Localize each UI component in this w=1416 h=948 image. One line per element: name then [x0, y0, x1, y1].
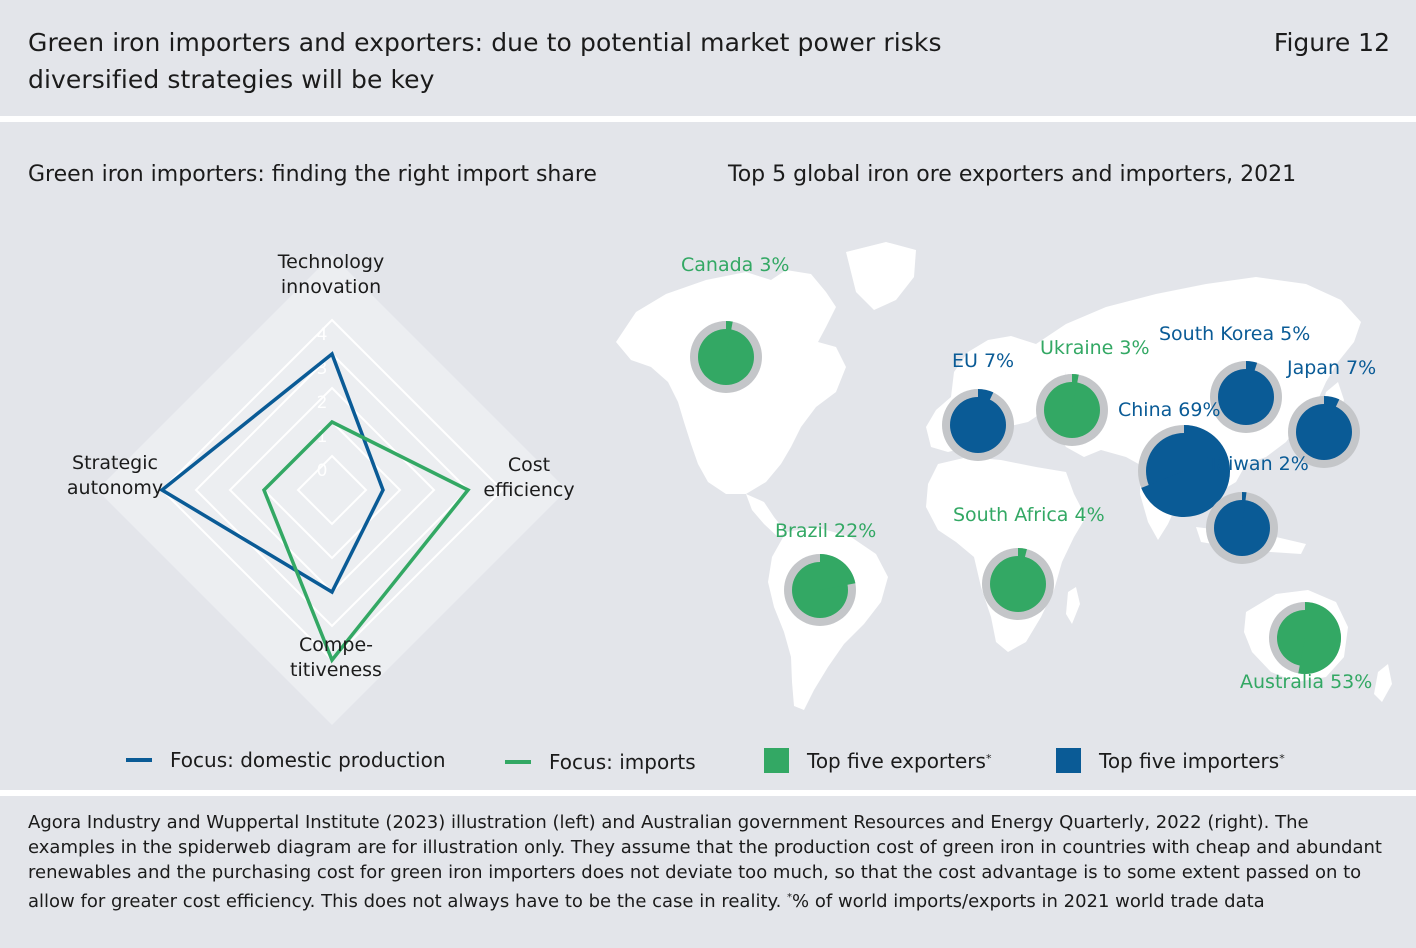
legend-exporters-label: Top five exporters — [807, 748, 986, 773]
legend-importers-label: Top five importers — [1099, 748, 1280, 773]
label-australia: Australia 53% — [1240, 671, 1373, 693]
legend-importers-asterisk: * — [1279, 752, 1285, 765]
chart-area: Green iron importers: finding the right … — [0, 122, 1416, 790]
donut-ukraine — [1036, 374, 1108, 446]
series-domestic-production — [158, 351, 385, 595]
legend-imports: Focus: imports — [505, 750, 696, 774]
legend-imports-label: Focus: imports — [549, 750, 696, 774]
axis-label-cost-efficiency: Cost efficiency — [483, 454, 575, 501]
header-band: Green iron importers and exporters: due … — [0, 0, 1416, 116]
label-ukraine: Ukraine 3% — [1040, 337, 1150, 359]
figure-number: Figure 12 — [1273, 28, 1390, 57]
legend-exporters: Top five exporters * — [764, 748, 991, 773]
axis-label-strategic-autonomy: Strategic autonomy — [66, 452, 164, 499]
donut-eu — [942, 389, 1014, 461]
axis-label-competitiveness: Compe- titiveness — [290, 634, 382, 681]
footer-band: Agora Industry and Wuppertal Institute (… — [0, 796, 1416, 948]
donut-share-ukraine — [1072, 374, 1079, 410]
donut-share-australia — [1298, 602, 1341, 674]
label-eu: EU 7% — [952, 350, 1015, 372]
legend-exporters-swatch — [764, 748, 789, 773]
legend-importers-swatch — [1056, 748, 1081, 773]
radar-tick-label: 3 — [317, 359, 328, 379]
legend-imports-swatch — [505, 760, 531, 764]
world-map — [616, 242, 1392, 710]
label-taiwan: Taiwan 2% — [1208, 453, 1309, 475]
greenland-shape — [846, 242, 916, 310]
donut-share-south-africa — [1018, 548, 1027, 584]
donut-brazil — [784, 554, 856, 626]
legend-domestic-label: Focus: domestic production — [170, 748, 446, 772]
donut-japan — [1288, 396, 1360, 468]
legend-exporters-asterisk: * — [985, 752, 992, 765]
donut-share-china — [1141, 425, 1230, 517]
series-imports — [261, 419, 471, 664]
radar-grid-ring — [296, 454, 368, 526]
map-title: Top 5 global iron ore exporters and impo… — [728, 162, 1297, 187]
source-note: Agora Industry and Wuppertal Institute (… — [28, 812, 1382, 912]
label-south-korea: South Korea 5% — [1159, 323, 1311, 345]
donut-australia — [1269, 602, 1341, 674]
radar-tick-label: 4 — [317, 325, 328, 345]
donut-taiwan — [1206, 492, 1278, 564]
new-zealand-shape — [1374, 664, 1392, 702]
label-canada: Canada 3% — [681, 254, 790, 276]
donut-share-canada — [726, 321, 733, 357]
radar-grid-ring — [194, 352, 470, 628]
radar-tick-label: 0 — [317, 461, 328, 481]
donut-share-eu — [978, 389, 994, 425]
radar-background — [97, 255, 567, 725]
figure-title: Green iron importers and exporters: due … — [28, 28, 942, 94]
donut-canada — [690, 321, 762, 393]
radar-chart: 0 1 2 3 4 — [97, 255, 567, 725]
central-america-shape — [746, 494, 786, 537]
madagascar-shape — [1066, 587, 1080, 624]
donut-share-taiwan — [1242, 492, 1247, 528]
label-china: China 69% — [1118, 399, 1221, 421]
legend-domestic: Focus: domestic production — [126, 748, 446, 772]
legend-domestic-swatch — [126, 758, 152, 762]
axis-label-technology-innovation: Technology innovation — [277, 251, 385, 298]
legend-importers: Top five importers * — [1056, 748, 1285, 773]
donut-share-japan — [1324, 396, 1340, 432]
radar-tick-label: 1 — [317, 427, 328, 447]
radar-tick-label: 2 — [317, 393, 328, 413]
donut-china — [1138, 425, 1230, 517]
donut-south-korea — [1210, 361, 1282, 433]
label-south-africa: South Africa 4% — [953, 504, 1105, 526]
asia-shape — [1036, 277, 1361, 507]
label-japan: Japan 7% — [1287, 357, 1377, 379]
donut-share-south-korea — [1246, 361, 1258, 397]
donut-share-brazil — [820, 554, 856, 590]
radar-title: Green iron importers: finding the right … — [28, 162, 597, 187]
donut-south-africa — [982, 548, 1054, 620]
label-brazil: Brazil 22% — [775, 520, 877, 542]
